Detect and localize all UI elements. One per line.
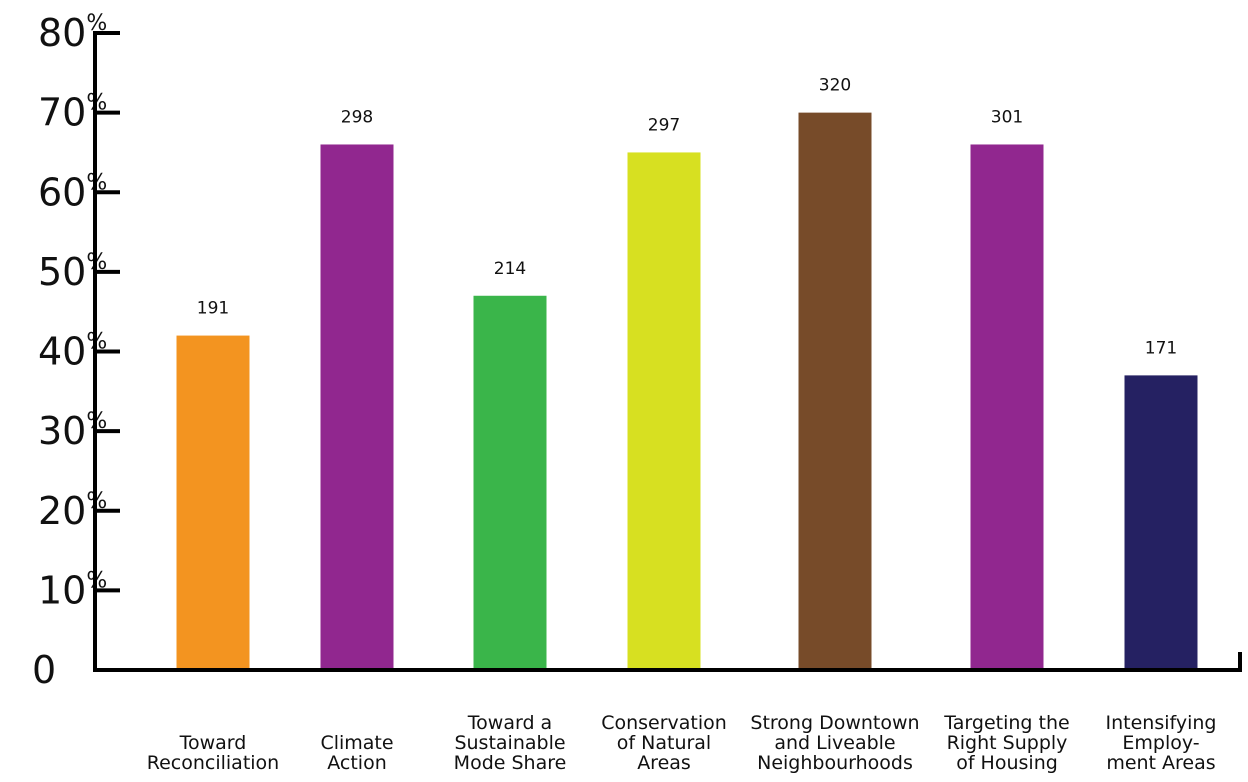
bar — [473, 295, 547, 668]
bars — [176, 112, 1198, 669]
data-label: 171 — [1145, 338, 1177, 358]
category-label: Toward a Sustainable Mode Share — [454, 712, 567, 774]
y-axis-ticks: 010%20%30%40%50%60%70%80% — [32, 11, 120, 692]
data-label: 301 — [991, 107, 1023, 127]
y-tick-label: 30% — [38, 409, 107, 453]
data-label: 214 — [494, 259, 526, 279]
bar — [320, 144, 394, 669]
category-label: Strong Downtown and Liveable Neighbourhood… — [750, 712, 919, 774]
bar — [627, 152, 701, 668]
y-tick-label: 10% — [38, 568, 107, 612]
bar — [176, 335, 250, 668]
data-label: 191 — [197, 299, 229, 319]
y-tick-label: 80% — [38, 11, 107, 55]
axes — [93, 31, 1242, 672]
data-label: 320 — [819, 76, 851, 96]
category-label: Climate Action — [320, 732, 393, 774]
data-labels: 191 298 214 297 320 301 171 — [197, 76, 1177, 359]
bar — [970, 144, 1044, 669]
y-tick-label: 70% — [38, 91, 107, 135]
y-tick-label: 0 — [32, 648, 56, 692]
data-label: 298 — [341, 107, 373, 127]
bar — [798, 112, 872, 668]
category-label: Intensifying Employ-ment Areas — [1106, 712, 1217, 774]
category-labels: Toward Reconciliation Climate Action Toward … — [147, 712, 1217, 774]
category-label: Toward Reconciliation — [147, 732, 279, 774]
data-label: 297 — [648, 115, 680, 135]
category-label: Targeting the Right Supply of Housing — [943, 712, 1069, 774]
bar — [1124, 375, 1198, 668]
category-label: Conservation of Natural Areas — [601, 712, 727, 774]
